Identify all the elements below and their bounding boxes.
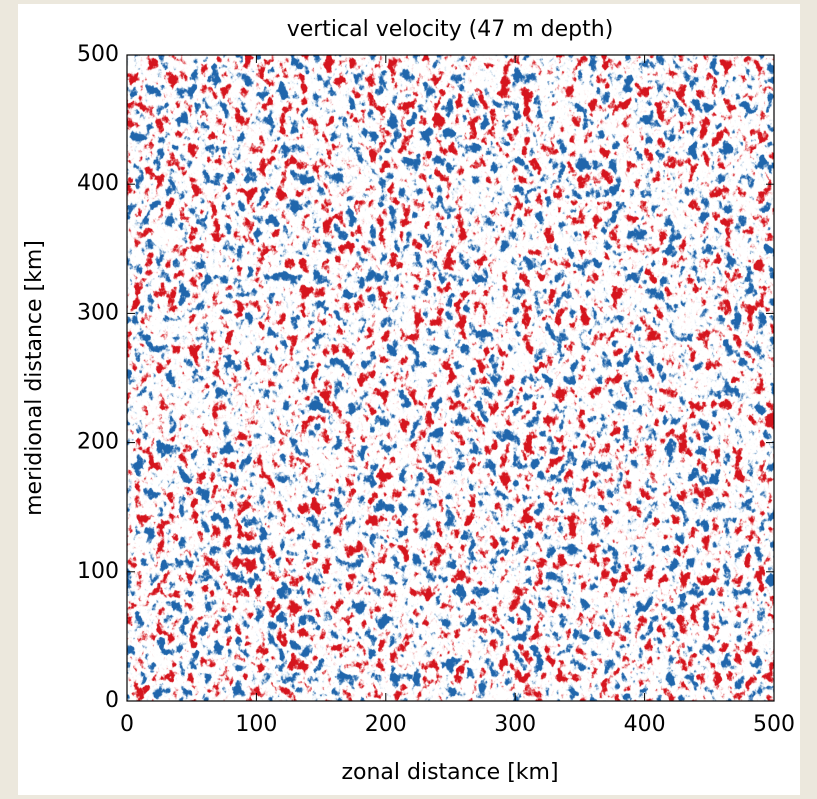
x-tick-label: 0 — [120, 712, 134, 737]
x-tick-label: 100 — [235, 712, 277, 737]
x-axis-label: zonal distance [km] — [341, 760, 558, 785]
x-tick-label: 300 — [494, 712, 536, 737]
y-tick-label: 200 — [77, 430, 119, 455]
plot-frame — [126, 54, 775, 702]
y-axis-label: meridional distance [km] — [22, 240, 47, 516]
x-tick-label: 200 — [365, 712, 407, 737]
y-tick-label: 0 — [105, 688, 119, 713]
y-tick-label: 400 — [77, 171, 119, 196]
x-tick-label: 400 — [624, 712, 666, 737]
y-tick-label: 300 — [77, 300, 119, 325]
y-tick-label: 100 — [77, 559, 119, 584]
chart-title: vertical velocity (47 m depth) — [287, 17, 614, 42]
velocity-field — [127, 55, 774, 701]
y-tick-label: 500 — [77, 42, 119, 67]
x-tick-label: 500 — [753, 712, 795, 737]
